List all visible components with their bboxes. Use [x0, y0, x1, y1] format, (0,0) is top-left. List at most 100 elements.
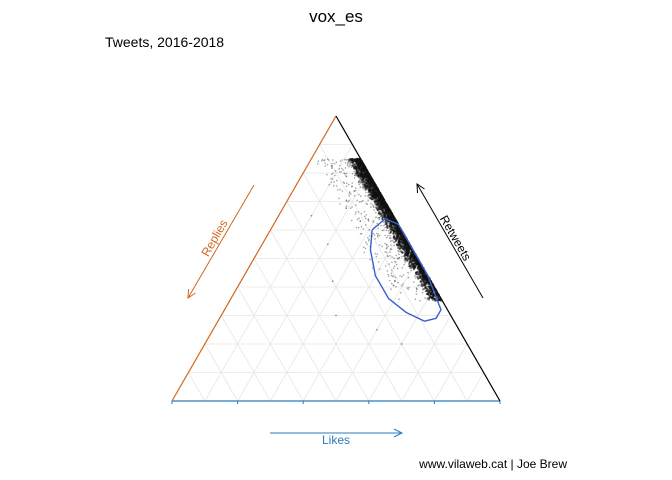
scatter-point: [371, 192, 374, 196]
scatter-point: [403, 264, 405, 266]
scatter-point: [405, 253, 408, 257]
scatter-point: [424, 285, 427, 288]
scatter-point: [333, 184, 335, 187]
scatter-point: [353, 190, 356, 192]
scatter-point: [420, 281, 423, 284]
scatter-point: [361, 181, 364, 184]
scatter-point: [427, 298, 430, 301]
scatter-point: [423, 284, 426, 287]
scatter-point: [394, 276, 397, 279]
scatter-point: [392, 284, 395, 286]
scatter-point: [344, 162, 347, 164]
scatter-point: [414, 257, 417, 260]
scatter-point: [397, 240, 400, 244]
scatter-point: [398, 298, 400, 301]
scatter-point: [387, 275, 390, 277]
scatter-point: [382, 221, 385, 223]
scatter-point: [355, 187, 357, 189]
scatter-point: [363, 251, 366, 254]
scatter-point: [368, 220, 370, 222]
scatter-point: [359, 167, 362, 170]
scatter-point: [372, 221, 375, 224]
scatter-point: [378, 210, 381, 213]
scatter-point: [348, 164, 351, 166]
scatter-point: [359, 233, 362, 235]
outlier-point: [335, 314, 337, 317]
scatter-point: [351, 206, 353, 208]
scatter-point: [345, 199, 348, 201]
retweets-arrow: [416, 183, 484, 299]
scatter-point: [373, 189, 376, 192]
contour-line: [369, 217, 442, 322]
scatter-point: [390, 274, 393, 277]
scatter-point: [349, 161, 352, 164]
grid-line-likes: [434, 343, 468, 402]
scatter-point: [386, 251, 388, 254]
scatter-point: [340, 170, 343, 173]
scatter-point: [389, 248, 392, 250]
scatter-point: [370, 202, 372, 205]
scatter-point: [345, 182, 348, 184]
scatter-point: [377, 217, 380, 219]
scatter-point: [358, 217, 360, 220]
scatter-point: [363, 183, 367, 186]
scatter-point: [352, 158, 355, 161]
scatter-point: [345, 205, 348, 207]
scatter-point: [379, 193, 383, 196]
scatter-point: [366, 203, 369, 206]
scatter-point: [402, 283, 404, 285]
grid-line-replies: [220, 315, 271, 402]
scatter-point: [336, 179, 338, 182]
scatter-point: [398, 257, 401, 259]
likes-axis-label: Likes: [322, 433, 350, 447]
scatter-point: [366, 178, 369, 181]
outlier-point: [310, 214, 313, 217]
scatter-point: [392, 240, 395, 243]
scatter-point: [421, 292, 424, 294]
grid-line-likes: [466, 372, 484, 402]
scatter-point: [335, 185, 338, 187]
scatter-point: [378, 244, 381, 246]
scatter-point: [356, 199, 359, 202]
scatter-point: [384, 213, 387, 216]
scatter-point: [331, 178, 334, 180]
scatter-point: [409, 254, 412, 257]
scatter-point: [412, 262, 416, 266]
scatter-point: [386, 246, 388, 249]
scatter-point: [355, 204, 357, 206]
scatter-point: [388, 213, 391, 216]
scatter-point: [341, 159, 343, 161]
scatter-point: [378, 198, 381, 201]
scatter-point: [402, 274, 405, 276]
scatter-point: [347, 200, 349, 203]
scatter-point: [417, 272, 420, 275]
likes-arrowhead: [393, 428, 404, 438]
scatter-point: [394, 280, 396, 282]
grid-line-likes: [204, 144, 353, 402]
scatter-point: [427, 291, 430, 294]
scatter-point: [333, 174, 336, 177]
scatter-point: [396, 267, 399, 270]
scatter-point: [396, 226, 399, 229]
scatter-point: [356, 158, 359, 161]
scatter-point: [393, 244, 396, 247]
scatter-point: [342, 169, 345, 171]
scatter-point: [395, 254, 397, 257]
scatter-point: [400, 241, 403, 244]
scatter-point: [391, 256, 393, 258]
scatter-point: [345, 175, 348, 178]
scatter-point: [350, 193, 352, 195]
scatter-point: [363, 210, 366, 213]
scatter-point: [426, 297, 429, 299]
triangle-axes: [171, 115, 501, 404]
scatter-point: [395, 263, 398, 266]
scatter-point: [387, 235, 389, 237]
scatter-point: [348, 199, 351, 202]
scatter-point: [384, 220, 387, 223]
outlier-point: [400, 343, 403, 345]
scatter-point: [397, 281, 399, 284]
scatter-point: [371, 267, 374, 269]
scatter-point: [351, 185, 354, 188]
scatter-point: [383, 211, 387, 214]
